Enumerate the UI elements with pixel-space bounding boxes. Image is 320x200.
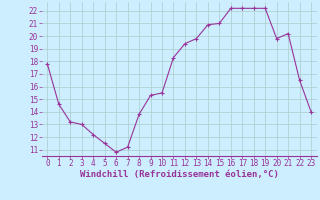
X-axis label: Windchill (Refroidissement éolien,°C): Windchill (Refroidissement éolien,°C) [80, 170, 279, 179]
